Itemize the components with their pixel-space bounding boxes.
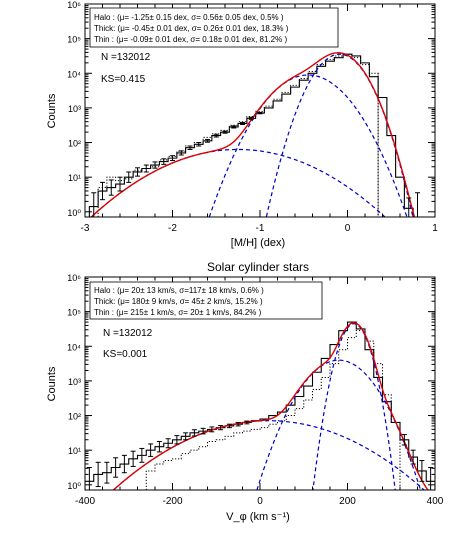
error-bar — [240, 121, 245, 126]
x-tick-label: 400 — [427, 496, 444, 507]
y-tick-label: 10⁰ — [67, 481, 81, 491]
y-tick-label: 10⁶ — [67, 273, 81, 283]
legend-line-thick: Thick: (μ= 180± 9 km/s, σ= 45± 2 km/s, 1… — [94, 297, 263, 306]
x-tick-label: -200 — [162, 496, 182, 507]
error-bar — [100, 181, 105, 201]
x-axis-label: V_φ (km s⁻¹) — [226, 511, 290, 523]
x-tick-label: -3 — [81, 223, 90, 234]
chart-title: Solar cylinder stars — [207, 260, 309, 274]
error-bar — [108, 179, 114, 196]
error-bar — [174, 435, 180, 445]
error-bar — [113, 457, 119, 478]
y-tick-label: 10⁵ — [67, 308, 81, 318]
error-bar — [165, 438, 171, 449]
error-bar — [178, 150, 184, 156]
error-bar — [222, 130, 228, 134]
error-bar — [117, 176, 123, 192]
x-axis-label: [M/H] (dex) — [231, 237, 285, 249]
x-tick-label: -2 — [168, 223, 177, 234]
y-tick-label: 10² — [68, 412, 81, 422]
legend-line-thin: Thin : (μ= -0.09± 0.01 dex, σ= 0.18± 0.0… — [94, 35, 287, 44]
error-bar — [244, 420, 250, 425]
y-tick-label: 10³ — [68, 104, 81, 114]
model-total — [90, 52, 416, 217]
error-bar — [187, 145, 193, 150]
model-component-thin — [312, 323, 396, 490]
legend-line-thick: Thick: (μ= -0.45± 0.01 dex, σ= 0.26± 0.0… — [94, 24, 289, 33]
error-bar — [148, 443, 154, 457]
x-tick-label: 200 — [339, 496, 356, 507]
legend-box: Halo : (μ= 20± 13 km/s, σ=117± 18 km/s, … — [89, 281, 323, 320]
error-bar — [191, 429, 197, 437]
sample-size-annotation: N =132012 — [101, 52, 151, 63]
error-bar — [152, 161, 158, 169]
error-bar — [419, 460, 425, 482]
error-bar — [95, 461, 101, 488]
x-tick-label: 0 — [257, 496, 263, 507]
error-bar — [156, 441, 162, 453]
y-axis-label: Counts — [46, 366, 58, 401]
error-bar — [143, 164, 149, 173]
error-bar — [428, 466, 434, 490]
error-bar — [406, 197, 412, 217]
y-tick-label: 10² — [68, 139, 81, 149]
legend-line-thin: Thin : (μ= 215± 1 km/s, σ= 20± 1 km/s, 8… — [94, 308, 262, 317]
y-tick-label: 10⁰ — [67, 208, 81, 218]
x-tick-label: 1 — [432, 223, 438, 234]
error-bar — [161, 158, 167, 165]
y-axis-label: Counts — [46, 93, 58, 128]
error-bar — [126, 171, 132, 183]
y-tick-label: 10¹ — [68, 173, 81, 183]
ks-annotation: KS=0.001 — [103, 349, 148, 360]
y-tick-label: 10⁴ — [67, 69, 81, 79]
error-bar — [104, 461, 110, 484]
ks-annotation: KS=0.415 — [101, 74, 146, 85]
error-bar — [200, 427, 206, 435]
metallicity-panel: -3 -2 -1 0 1 10⁰ 10¹ 10² 10³ 10⁴ 10⁵ 10⁶ [M/H] (dex… — [46, 0, 438, 249]
x-tick-label: 0 — [345, 223, 351, 234]
error-bar — [257, 111, 263, 115]
error-bar — [226, 423, 232, 429]
error-bar — [209, 426, 215, 433]
error-bar — [218, 425, 224, 431]
y-tick-label: 10¹ — [68, 446, 81, 456]
error-bar — [196, 142, 202, 147]
x-tick-label: -400 — [75, 496, 95, 507]
y-tick-label: 10³ — [68, 377, 81, 387]
legend-line-halo: Halo : (μ= 20± 13 km/s, σ=117± 18 km/s, … — [94, 286, 264, 295]
model-total — [112, 322, 429, 490]
error-bar — [410, 449, 416, 465]
error-bar — [170, 155, 175, 162]
error-bar — [130, 450, 136, 467]
model-component-thick — [256, 359, 422, 490]
error-bar — [121, 454, 127, 474]
legend-line-halo: Halo : (μ= -1.25± 0.15 dex, σ= 0.56± 0.0… — [94, 13, 284, 22]
y-tick-label: 10⁶ — [67, 0, 81, 10]
model-component-halo — [90, 148, 386, 217]
histogram-dotted — [145, 330, 401, 490]
sample-size-annotation: N =132012 — [103, 328, 153, 339]
error-bar — [139, 447, 145, 463]
legend-box: Halo : (μ= -1.25± 0.15 dex, σ= 0.56± 0.0… — [89, 7, 339, 48]
error-bar — [183, 432, 189, 441]
error-bar — [135, 167, 140, 177]
y-tick-label: 10⁴ — [67, 342, 81, 352]
x-tick-label: -1 — [256, 223, 265, 234]
vphi-panel: -400 -200 0 200 400 10⁰ 10¹ 10² 10³ 10⁴ 10⁵ 10⁶ V_φ… — [46, 273, 444, 523]
error-bar — [248, 116, 254, 120]
error-bar — [235, 421, 241, 427]
error-bar — [91, 192, 97, 217]
error-bar — [213, 133, 219, 138]
error-bar — [86, 466, 92, 490]
error-bar — [205, 138, 210, 143]
error-bar — [231, 125, 237, 129]
y-tick-label: 10⁵ — [67, 35, 81, 45]
error-bar — [401, 434, 407, 446]
